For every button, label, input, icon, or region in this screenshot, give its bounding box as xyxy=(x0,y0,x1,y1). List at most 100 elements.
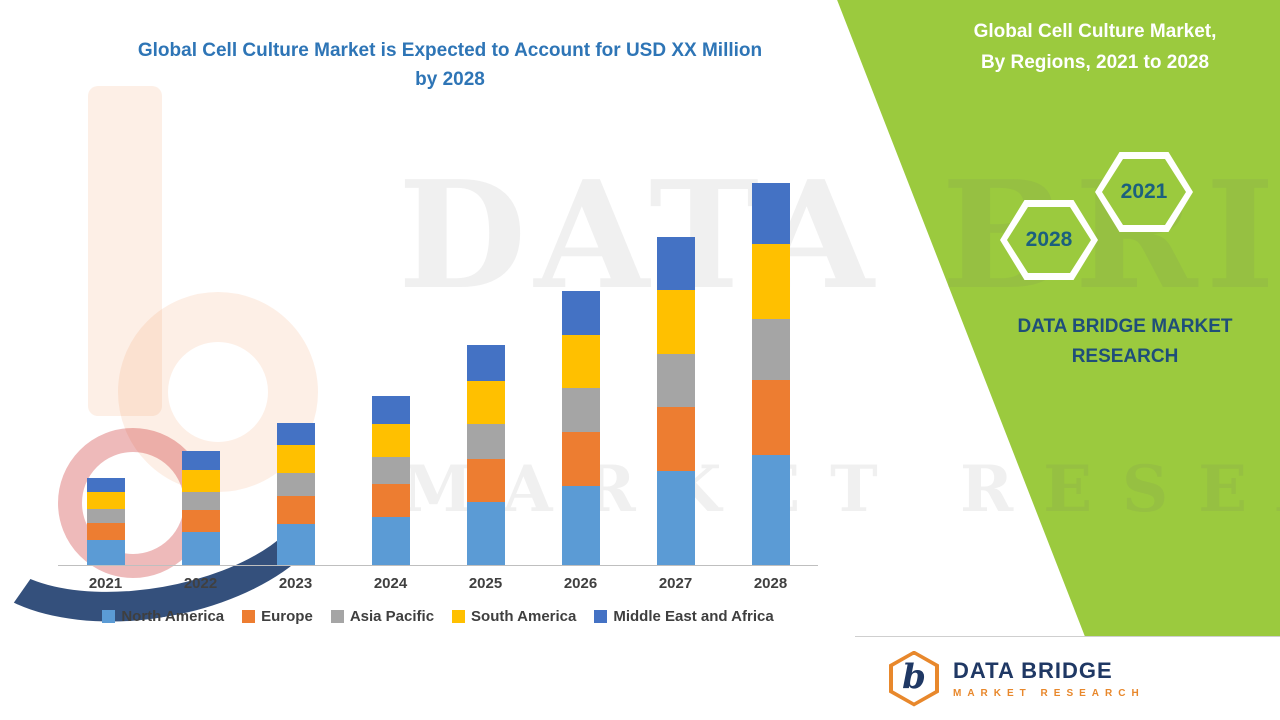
bar-segment-middle-east-and-africa xyxy=(751,183,790,244)
side-panel-brand-line1: DATA BRIDGE MARKET xyxy=(1017,316,1233,337)
bar-segment-middle-east-and-africa xyxy=(561,291,600,335)
bar-segment-asia-pacific xyxy=(276,473,315,496)
hexagon-outline: 2028 xyxy=(1000,200,1098,280)
chart-legend: North America Europe Asia Pacific South Ame… xyxy=(58,608,818,625)
bar-segment-north-america xyxy=(371,517,410,565)
footer-logo-sub: MARKET RESEARCH xyxy=(953,688,1145,699)
legend-label-europe: Europe xyxy=(261,608,313,625)
hexagon-outline: 2021 xyxy=(1095,152,1193,232)
bar-segment-middle-east-and-africa xyxy=(656,237,695,290)
bar-segment-north-america xyxy=(656,471,695,565)
bar-segment-north-america xyxy=(751,455,790,565)
bar-segment-europe xyxy=(656,407,695,471)
x-axis-labels: 2021 2022 2023 2024 2025 2026 2027 2028 xyxy=(58,566,818,592)
footer-logo-band: b DATA BRIDGE MARKET RESEARCH xyxy=(855,636,1280,720)
bar-segment-middle-east-and-africa xyxy=(371,396,410,424)
bar-2024 xyxy=(343,396,438,565)
bar-segment-europe xyxy=(181,510,220,532)
x-axis-label-2023: 2023 xyxy=(278,575,313,592)
bar-segment-middle-east-and-africa xyxy=(181,451,220,470)
bar-segment-south-america xyxy=(466,381,505,424)
side-panel-heading-line1: Global Cell Culture Market, xyxy=(973,21,1217,42)
bar-2028 xyxy=(723,183,818,565)
bar-2027 xyxy=(628,237,723,565)
bar-segment-europe xyxy=(371,484,410,517)
legend-item-asia-pacific: Asia Pacific xyxy=(330,608,435,625)
data-bridge-logo-icon-inner: b xyxy=(893,654,935,703)
legend-label-north-america: North America xyxy=(121,608,225,625)
bar-segment-north-america xyxy=(86,540,125,565)
x-axis-label-2026: 2026 xyxy=(563,575,598,592)
bar-2022 xyxy=(153,451,248,565)
bar-2025 xyxy=(438,345,533,565)
bar-segment-south-america xyxy=(371,424,410,457)
stacked-bar-chart: 2021 2022 2023 2024 2025 2026 2027 2028 North A… xyxy=(58,170,818,625)
bar-segment-south-america xyxy=(561,335,600,388)
legend-item-europe: Europe xyxy=(242,608,313,625)
bar-segment-south-america xyxy=(86,492,125,509)
x-axis-label-2024: 2024 xyxy=(373,575,408,592)
bar-segment-north-america xyxy=(466,502,505,565)
hexagon-badge-2028: 2028 xyxy=(1000,200,1098,280)
legend-item-south-america: South America xyxy=(452,608,576,625)
bar-segment-middle-east-and-africa xyxy=(466,345,505,381)
bar-segment-asia-pacific xyxy=(656,354,695,407)
legend-swatch-asia-pacific xyxy=(330,610,344,623)
bar-segment-europe xyxy=(561,432,600,486)
x-axis-label-2027: 2027 xyxy=(658,575,693,592)
chart-title-line1: Global Cell Culture Market is Expected t… xyxy=(137,40,763,61)
bar-segment-europe xyxy=(466,459,505,502)
bar-segment-south-america xyxy=(181,470,220,492)
hexagon-year-label: 2028 xyxy=(1025,228,1073,251)
bar-segment-north-america xyxy=(561,486,600,565)
bar-segment-north-america xyxy=(181,532,220,565)
side-panel-brand-text: DATA BRIDGE MARKET RESEARCH xyxy=(1000,312,1250,373)
x-axis-label-2025: 2025 xyxy=(468,575,503,592)
data-bridge-logo-icon: b xyxy=(889,650,939,707)
bar-segment-south-america xyxy=(656,290,695,354)
bar-segment-asia-pacific xyxy=(86,509,125,523)
bar-2026 xyxy=(533,291,628,565)
footer-logo-brand: DATA BRIDGE xyxy=(953,658,1113,683)
legend-swatch-middle-east-and-africa xyxy=(594,610,608,623)
legend-label-south-america: South America xyxy=(471,608,577,625)
legend-item-north-america: North America xyxy=(102,608,224,625)
legend-swatch-south-america xyxy=(452,610,466,623)
hexagon-fill: 2028 xyxy=(1007,207,1091,273)
legend-label-asia-pacific: Asia Pacific xyxy=(349,608,435,625)
side-panel-brand-line2: RESEARCH xyxy=(1071,346,1179,368)
x-axis-label-2022: 2022 xyxy=(183,575,218,592)
side-panel-heading-line2: By Regions, 2021 to 2028 xyxy=(980,52,1210,74)
bar-segment-europe xyxy=(751,380,790,455)
chart-title: Global Cell Culture Market is Expected t… xyxy=(30,36,870,95)
bar-2021 xyxy=(58,478,153,565)
bar-segment-asia-pacific xyxy=(561,388,600,432)
bar-segment-south-america xyxy=(276,445,315,473)
bar-2023 xyxy=(248,423,343,565)
chart-title-line2: by 2028 xyxy=(415,69,485,91)
legend-item-middle-east-and-africa: Middle East and Africa xyxy=(594,608,774,625)
bar-segment-asia-pacific xyxy=(371,457,410,484)
x-axis-label-2028: 2028 xyxy=(753,575,788,592)
side-panel-heading: Global Cell Culture Market, By Regions, … xyxy=(930,16,1260,79)
bar-segment-south-america xyxy=(751,244,790,319)
x-axis-label-2021: 2021 xyxy=(88,575,123,592)
hexagon-fill: 2021 xyxy=(1102,159,1186,225)
logo-letter-b: b xyxy=(902,656,926,697)
bar-segment-asia-pacific xyxy=(751,319,790,380)
legend-swatch-europe xyxy=(242,610,256,623)
footer-logo-text: DATA BRIDGE MARKET RESEARCH xyxy=(953,658,1145,699)
legend-label-middle-east-and-africa: Middle East and Africa xyxy=(613,608,774,625)
legend-swatch-north-america xyxy=(102,610,116,623)
plot-area xyxy=(58,170,818,566)
bar-segment-middle-east-and-africa xyxy=(276,423,315,445)
bar-segment-middle-east-and-africa xyxy=(86,478,125,492)
bar-segment-europe xyxy=(86,523,125,540)
bar-segment-asia-pacific xyxy=(181,492,220,510)
bar-segment-north-america xyxy=(276,524,315,565)
bar-segment-asia-pacific xyxy=(466,424,505,459)
bar-segment-europe xyxy=(276,496,315,524)
hexagon-year-label: 2021 xyxy=(1120,180,1168,203)
hexagon-badge-2021: 2021 xyxy=(1095,152,1193,232)
